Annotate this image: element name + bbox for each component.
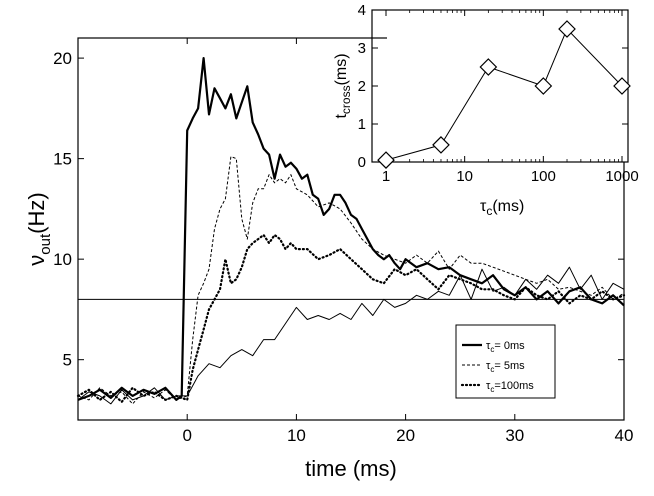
y-tick-label: 10 bbox=[53, 250, 72, 269]
main-x-axis-label: time (ms) bbox=[305, 456, 397, 481]
inset-diamond-marker bbox=[377, 151, 395, 169]
legend-entry-5ms: τc= 5ms bbox=[462, 360, 525, 374]
main-plot-frame bbox=[77, 37, 625, 421]
inset-y-tick-label: 3 bbox=[358, 40, 366, 57]
inset-series-line bbox=[385, 28, 623, 161]
main-series bbox=[76, 56, 626, 405]
inset-series bbox=[377, 20, 631, 169]
legend-label-5ms: τc= 5ms bbox=[486, 360, 525, 374]
y-tick-label: 15 bbox=[53, 150, 72, 169]
inset-diamond-marker bbox=[558, 20, 576, 38]
inset-diamond-marker bbox=[613, 77, 631, 95]
legend-entry-0ms: τc= 0ms bbox=[462, 340, 525, 354]
x-tick-label: 10 bbox=[287, 426, 306, 445]
y-tick-label: 5 bbox=[63, 351, 72, 370]
y-tick-label: 20 bbox=[53, 49, 72, 68]
inset-x-tick-label: 1000 bbox=[605, 168, 638, 185]
inset-diamond-marker bbox=[534, 77, 553, 95]
inset-x-axis-label: τc(ms) bbox=[480, 198, 524, 218]
legend-label-100ms: τc=100ms bbox=[486, 380, 534, 394]
x-tick-label: 0 bbox=[182, 426, 191, 445]
main-y-axis-label: νout(Hz) bbox=[24, 192, 54, 265]
inset-y-tick-label: 0 bbox=[358, 154, 366, 171]
series-line-solid-thick bbox=[77, 56, 625, 401]
inset-diamond-marker bbox=[479, 58, 498, 76]
x-tick-label: 40 bbox=[615, 426, 634, 445]
inset-y-tick-label: 4 bbox=[358, 2, 366, 19]
inset-y-axis-label: tcross(ms) bbox=[333, 53, 353, 118]
x-tick-label: 20 bbox=[396, 426, 415, 445]
inset-x-tick-label: 100 bbox=[531, 168, 556, 185]
inset-y-tick-label: 1 bbox=[358, 116, 366, 133]
series-line-dashed bbox=[77, 156, 625, 405]
inset-background bbox=[387, 10, 628, 162]
legend-label-0ms: τc= 0ms bbox=[486, 340, 525, 354]
x-tick-label: 30 bbox=[505, 426, 524, 445]
legend-box bbox=[455, 324, 556, 399]
legend-entry-100ms: τc=100ms bbox=[460, 380, 534, 394]
inset-x-tick-label: 1 bbox=[382, 168, 390, 185]
series-line-dotted bbox=[76, 233, 626, 403]
inset-x-tick-label: 10 bbox=[456, 168, 473, 185]
inset-diamond-marker bbox=[432, 136, 450, 154]
inset-y-tick-label: 2 bbox=[358, 78, 366, 95]
